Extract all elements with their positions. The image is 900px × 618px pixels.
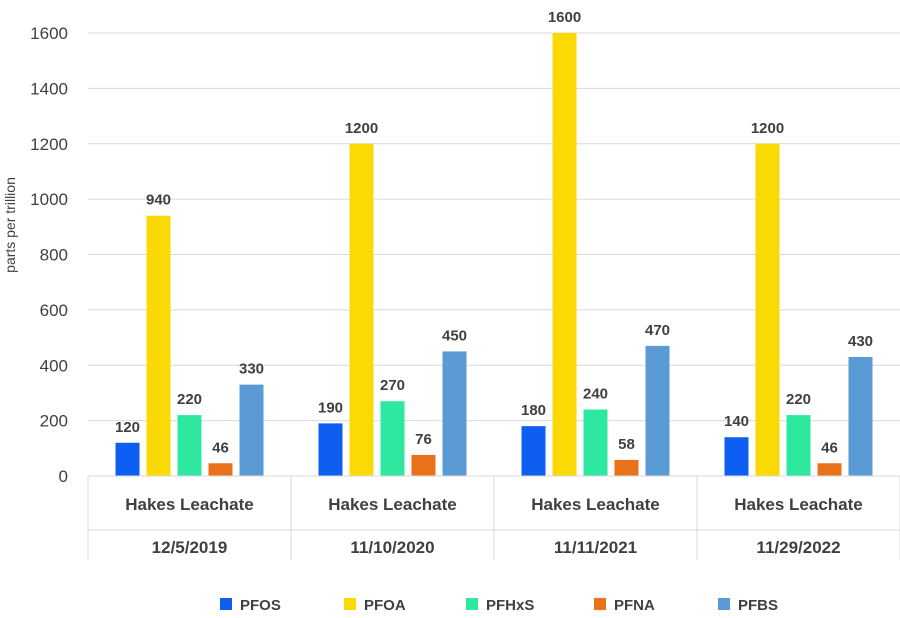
legend-swatch-pfhxs [466, 598, 478, 610]
bar-pfoa [349, 143, 374, 476]
data-label: 58 [618, 436, 635, 453]
bar-pfhxs [583, 409, 608, 476]
bar-pfos [724, 437, 749, 476]
legend-swatch-pfbs [718, 598, 730, 610]
legend-label: PFOA [364, 597, 406, 614]
data-label: 46 [821, 439, 838, 456]
data-label: 430 [848, 333, 873, 350]
data-label: 1200 [345, 120, 378, 137]
bar-pfos [115, 442, 140, 476]
legend-label: PFNA [614, 597, 655, 614]
legend-swatch-pfoa [344, 598, 356, 610]
category-axis: Hakes Leachate 12/5/2019 Hakes Leachate 11/… [87, 475, 900, 560]
legend-label: PFHxS [486, 597, 534, 614]
category-group-label: Hakes Leachate [328, 495, 457, 514]
y-tick-label: 600 [40, 301, 68, 320]
category-group-label: Hakes Leachate [125, 495, 254, 514]
bar-pfos [521, 426, 546, 476]
y-tick-label: 800 [40, 246, 68, 265]
category-date-label: 11/11/2021 [554, 538, 637, 557]
data-label: 450 [442, 327, 467, 344]
data-label: 46 [212, 439, 229, 456]
data-label: 76 [415, 431, 432, 448]
bar-pfhxs [786, 415, 811, 476]
y-tick-label: 1000 [30, 190, 68, 209]
data-label: 180 [521, 402, 546, 419]
bar-pfoa [146, 215, 171, 477]
y-axis-ticks: 0 200 400 600 800 1000 1200 1400 1600 [30, 24, 68, 486]
bar-pfna [208, 463, 233, 476]
bar-pfna [411, 454, 436, 476]
y-tick-label: 1200 [30, 135, 68, 154]
bar-pfbs [848, 356, 873, 476]
data-label: 1600 [548, 9, 581, 26]
category-date-label: 12/5/2019 [152, 538, 228, 557]
y-axis-label: parts per trillion [2, 177, 18, 273]
data-label: 940 [146, 192, 171, 209]
data-label: 270 [380, 377, 405, 394]
category-date-label: 11/10/2020 [350, 538, 434, 557]
bar-pfhxs [380, 401, 405, 476]
legend-swatch-pfos [220, 598, 232, 610]
y-tick-label: 200 [40, 412, 68, 431]
bars [115, 33, 873, 477]
bar-pfoa [755, 143, 780, 476]
bar-pfbs [442, 351, 467, 476]
data-label: 220 [786, 391, 811, 408]
data-label: 220 [177, 391, 202, 408]
data-label: 240 [583, 386, 608, 403]
y-tick-label: 1600 [30, 24, 68, 43]
legend: PFOS PFOA PFHxS PFNA PFBS [220, 597, 778, 614]
category-date-label: 11/29/2022 [756, 538, 840, 557]
data-label: 120 [115, 419, 140, 436]
gridlines [88, 32, 900, 422]
bar-pfna [817, 463, 842, 476]
y-tick-label: 1400 [30, 79, 68, 98]
bar-pfhxs [177, 415, 202, 476]
bar-pfos [318, 423, 343, 476]
data-label: 140 [724, 413, 749, 430]
data-label: 190 [318, 399, 343, 416]
bar-pfoa [552, 33, 577, 476]
bar-pfna [614, 459, 639, 476]
legend-label: PFBS [738, 597, 778, 614]
legend-swatch-pfna [594, 598, 606, 610]
data-label: 330 [239, 361, 264, 378]
category-group-label: Hakes Leachate [531, 495, 660, 514]
y-tick-label: 400 [40, 356, 68, 375]
legend-label: PFOS [240, 597, 281, 614]
data-label: 1200 [751, 120, 784, 137]
data-labels: 120 940 220 46 330 190 1200 270 76 450 180 1600 240 5… [115, 9, 873, 456]
category-group-label: Hakes Leachate [734, 495, 863, 514]
data-label: 470 [645, 322, 670, 339]
bar-pfbs [239, 384, 264, 476]
bar-pfbs [645, 345, 670, 476]
y-tick-label: 0 [59, 467, 68, 486]
